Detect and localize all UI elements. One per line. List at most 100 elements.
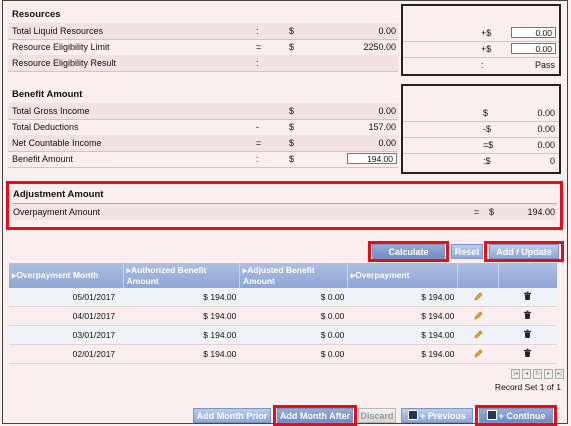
resources-title: Resources [12,9,61,20]
row-currency: $ [289,138,295,148]
overpayment-amount-label: Overpayment Amount [13,207,101,217]
row-operator: = [474,207,480,217]
trash-icon[interactable] [523,291,532,301]
table-row: 02/01/2017 $ 194.00 $ 0.00 $ 194.00 [9,344,557,364]
cell-authorized: $ 194.00 [123,288,240,307]
benefit-panel: Benefit Amount Total Gross Income $ 0.00… [8,87,398,173]
add-month-after-button[interactable]: Add Month After [277,408,353,423]
adjustment-panel-highlight: Adjustment Amount Overpayment Amount = $… [6,181,563,230]
side-operator: $ [483,108,489,118]
cell-overpayment: $ 194.00 [347,325,458,345]
row-label: Total Liquid Resources [12,26,104,36]
row-currency: $ [289,26,295,36]
column-header-overpayment[interactable]: ▸Overpayment [347,263,458,288]
pencil-icon[interactable] [474,311,483,320]
table-row: 05/01/2017 $ 194.00 $ 0.00 $ 194.00 [9,288,557,307]
benefit-row: Total Deductions - $ 157.00 [8,119,398,136]
table-row: 04/01/2017 $ 194.00 $ 0.00 $ 194.00 [9,306,557,326]
refresh-icon[interactable]: ↻ [533,369,542,379]
pencil-icon[interactable] [474,349,483,358]
previous-page-icon[interactable]: ◂ [522,369,531,379]
trash-icon[interactable] [523,329,532,339]
cell-authorized: $ 194.00 [123,325,240,345]
discard-button[interactable]: Discard [358,408,396,423]
cell-overpayment: $ 194.00 [347,306,458,326]
side-operator: +$ [481,28,492,38]
overpayment-table: ▸Overpayment Month ▸Authorized Benefit A… [9,263,557,364]
column-header-adjusted[interactable]: ▸Adjusted Benefit Amount [239,263,348,288]
continue-button[interactable]: + Continue [479,408,553,423]
resources-panel: Resources Total Liquid Resources : $ 0.0… [8,7,398,74]
row-label: Benefit Amount [12,154,74,164]
adjustment-title: Adjustment Amount [13,189,104,200]
benefit-row: Benefit Amount : $ 194.00 [8,151,398,168]
trash-icon[interactable] [523,310,532,320]
side-value: 0.00 [537,140,555,150]
benefit-row: Net Countable Income = $ 0.00 [8,135,398,152]
cell-adjusted: $ 0.00 [239,325,348,345]
add-update-highlight [484,241,564,262]
benefit-amount-input[interactable]: 194.00 [347,153,397,164]
cell-month: 05/01/2017 [9,288,124,307]
benefit-row: Total Gross Income $ 0.00 [8,103,398,120]
side-operator: +$ [481,44,492,54]
resources-row: Resource Eligibility Result : [8,55,398,72]
side-value: 0.00 [537,108,555,118]
row-label: Resource Eligibility Limit [12,42,110,52]
row-value: 157.00 [368,122,396,132]
row-currency: $ [489,207,495,217]
side-operator: :$ [483,156,491,166]
row-value: 0.00 [378,106,396,116]
row-value: 0.00 [378,138,396,148]
benefit-title: Benefit Amount [12,89,83,100]
row-label: Resource Eligibility Result [12,58,117,68]
column-header-month[interactable]: ▸Overpayment Month [9,263,124,288]
cell-month: 03/01/2017 [9,325,124,345]
resources-row: Total Liquid Resources : $ 0.00 [8,23,398,40]
add-update-button[interactable]: Add / Update [489,244,559,259]
cell-month: 04/01/2017 [9,306,124,326]
side-operator: =$ [483,140,494,150]
side-operator: -$ [483,124,492,134]
side-value-input[interactable]: 0.00 [511,27,556,38]
cell-authorized: $ 194.00 [123,306,240,326]
side-value: 0 [549,156,555,166]
cell-adjusted: $ 0.00 [239,306,348,326]
row-label: Net Countable Income [12,138,102,148]
benefit-side-box: $ 0.00 -$ 0.00 =$ 0.00 :$ 0 [401,84,561,174]
cell-adjusted: $ 0.00 [239,344,348,364]
row-operator: : [256,26,259,36]
side-operator: : [481,60,484,70]
row-currency: $ [289,154,295,164]
previous-button[interactable]: + Previous [401,408,473,423]
row-operator: = [256,138,262,148]
cell-overpayment: $ 194.00 [347,288,458,307]
continue-highlight [475,405,557,426]
resources-row: Resource Eligibility Limit = $ 2250.00 [8,39,398,56]
row-operator: : [256,58,259,68]
row-value: 0.00 [378,26,396,36]
first-page-icon[interactable]: |◂ [511,369,520,379]
next-page-icon[interactable]: ▸ [544,369,553,379]
calculate-button[interactable]: Calculate [372,244,445,259]
side-value-input[interactable]: 0.00 [511,43,556,54]
side-value: 0.00 [537,124,555,134]
resources-side-box: +$ 0.00 +$ 0.00 : Pass [401,4,561,76]
floppy-disk-icon [408,410,419,420]
row-operator: = [256,42,262,52]
row-currency: $ [289,106,295,116]
add-month-prior-button[interactable]: Add Month Prior [193,408,271,423]
row-currency: $ [289,122,295,132]
overpayment-amount-value: 194.00 [527,207,555,217]
trash-icon[interactable] [523,348,532,358]
column-header-authorized[interactable]: ▸Authorized Benefit Amount [123,263,240,288]
last-page-icon[interactable]: ▸| [555,369,564,379]
floppy-disk-icon [486,410,497,420]
record-set-label: Record Set 1 of 1 [494,382,561,392]
pencil-icon[interactable] [474,292,483,301]
cell-adjusted: $ 0.00 [239,288,348,307]
pencil-icon[interactable] [474,330,483,339]
reset-button[interactable]: Reset [451,244,483,259]
table-row: 03/01/2017 $ 194.00 $ 0.00 $ 194.00 [9,325,557,345]
